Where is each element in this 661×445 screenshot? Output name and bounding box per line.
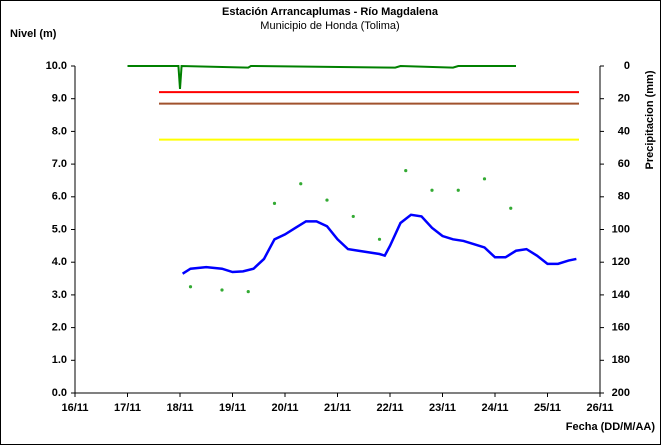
- y-tick-label: 1.0: [52, 354, 67, 366]
- scatter-point: [246, 290, 250, 294]
- x-tick-label: 19/11: [219, 402, 246, 414]
- x-tick-label: 21/11: [324, 402, 351, 414]
- x-tick-label: 16/11: [62, 402, 89, 414]
- y2-tick-label: 200: [612, 387, 630, 399]
- series-line: [127, 64, 516, 89]
- scatter-point: [430, 188, 434, 192]
- scatter-point: [377, 237, 382, 241]
- x-tick-label: 26/11: [587, 402, 614, 414]
- series-line: [181, 213, 577, 275]
- scatter-point: [456, 188, 460, 192]
- y2-axis-label: Precipitacion (mm): [644, 70, 656, 169]
- chart-subtitle: Municipio de Honda (Tolima): [260, 20, 399, 32]
- scatter-point: [299, 182, 303, 186]
- scatter-point: [188, 285, 193, 289]
- x-tick-label: 20/11: [272, 402, 299, 414]
- y2-tick-label: 180: [612, 354, 630, 366]
- y-tick-label: 2.0: [52, 322, 67, 334]
- y-axis-label: Nivel (m): [10, 28, 57, 40]
- chart-title: Estación Arrancaplumas - Río Magdalena: [222, 6, 439, 18]
- y-tick-label: 5.0: [52, 223, 67, 235]
- y-tick-label: 0.0: [52, 387, 67, 399]
- x-tick-label: 24/11: [482, 402, 509, 414]
- scatter-point: [351, 214, 355, 219]
- y2-tick-label: 0: [624, 60, 630, 72]
- y2-tick-label: 140: [612, 289, 630, 301]
- scatter-point: [509, 206, 513, 210]
- y2-tick-label: 60: [618, 158, 630, 170]
- x-tick-label: 25/11: [534, 402, 561, 414]
- y2-tick-label: 160: [612, 322, 630, 334]
- y2-tick-label: 120: [612, 256, 630, 268]
- y2-tick-label: 80: [618, 191, 630, 203]
- y-tick-label: 6.0: [52, 191, 67, 203]
- y-tick-label: 4.0: [52, 256, 67, 268]
- y-tick-label: 9.0: [52, 93, 67, 105]
- y-tick-label: 3.0: [52, 289, 67, 301]
- y-tick-label: 10.0: [46, 60, 67, 72]
- scatter-point: [404, 169, 408, 173]
- scatter-point: [325, 198, 329, 202]
- y-tick-label: 8.0: [52, 125, 67, 137]
- x-tick-label: 22/11: [377, 402, 404, 414]
- x-tick-label: 23/11: [429, 402, 456, 414]
- x-tick-label: 17/11: [114, 402, 141, 414]
- x-tick-label: 18/11: [167, 402, 194, 414]
- y-tick-label: 7.0: [52, 158, 67, 170]
- y2-tick-label: 100: [612, 223, 630, 235]
- scatter-point: [220, 288, 224, 292]
- y2-tick-label: 20: [618, 93, 630, 105]
- scatter-point: [482, 177, 487, 181]
- scatter-point: [272, 201, 277, 205]
- y2-tick-label: 40: [618, 125, 630, 137]
- x-axis-label: Fecha (DD/M/AA): [566, 421, 656, 433]
